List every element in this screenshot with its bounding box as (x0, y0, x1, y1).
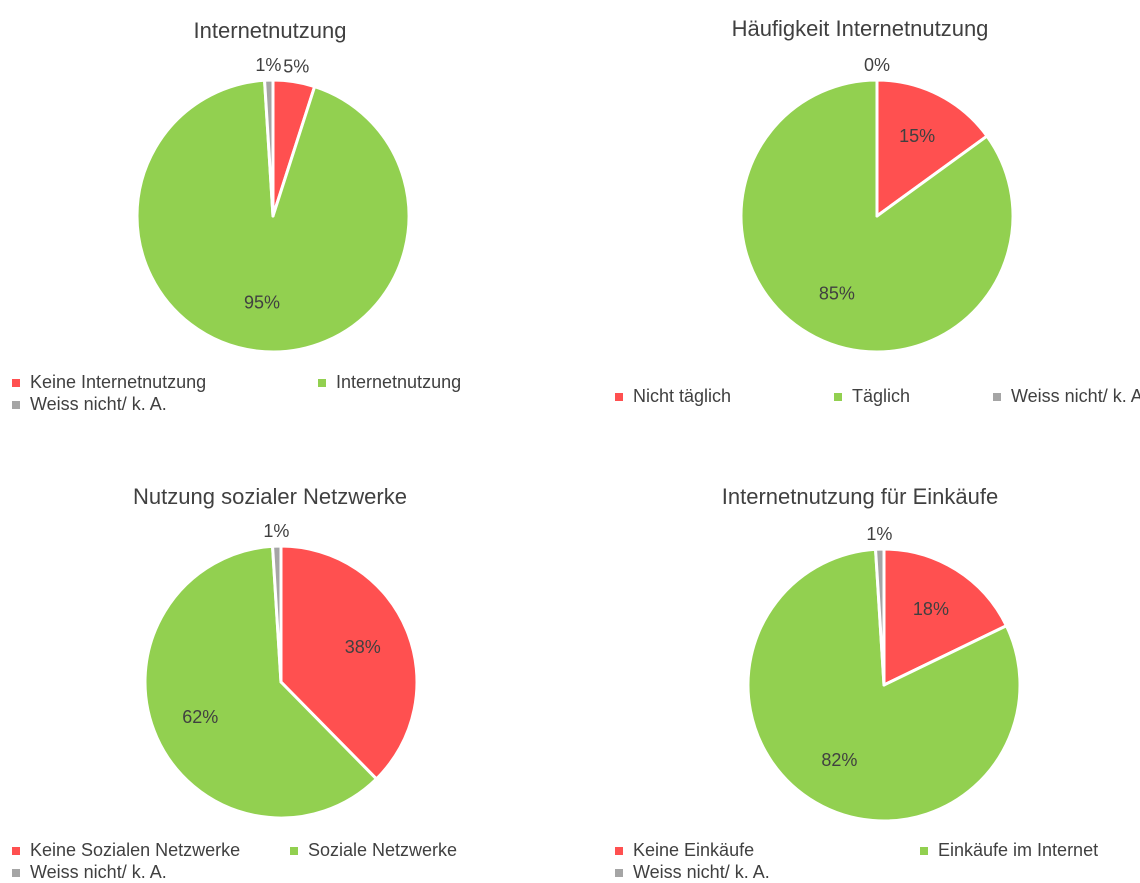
pie-slice (875, 78, 989, 218)
legend-swatch (615, 393, 623, 401)
chart-title: Häufigkeit Internetnutzung (732, 16, 989, 41)
legend-label: Weiss nicht/ k. A. (30, 862, 167, 882)
legend-label: Keine Internetnutzung (30, 372, 206, 392)
pie-slice (263, 78, 275, 218)
data-label: 18% (913, 599, 949, 619)
pie-slice (882, 547, 1008, 687)
data-label: 95% (244, 292, 280, 312)
legend-swatch (12, 869, 20, 877)
legend-swatch (12, 379, 20, 387)
data-label: 1% (255, 55, 281, 75)
data-label: 62% (182, 707, 218, 727)
pie-slice (271, 544, 283, 684)
legend-label: Keine Einkäufe (633, 840, 754, 860)
legend-label: Weiss nicht/ k. A. (1011, 386, 1140, 406)
pie-slice (279, 544, 419, 781)
legend-swatch (318, 379, 326, 387)
chart-title: Internetnutzung (194, 18, 347, 43)
data-label: 1% (866, 524, 892, 544)
data-label: 15% (899, 126, 935, 146)
legend-label: Internetnutzung (336, 372, 461, 392)
chart-title: Internetnutzung für Einkäufe (722, 484, 998, 509)
legend-swatch (834, 393, 842, 401)
legend-label: Soziale Netzwerke (308, 840, 457, 860)
data-label: 0% (864, 55, 890, 75)
legend-swatch (993, 393, 1001, 401)
legend-swatch (12, 847, 20, 855)
legend-label: Keine Sozialen Netzwerke (30, 840, 240, 860)
legend-label: Einkäufe im Internet (938, 840, 1098, 860)
legend-swatch (615, 847, 623, 855)
legend-label: Nicht täglich (633, 386, 731, 406)
pie-slice (874, 547, 886, 687)
legend-label: Täglich (852, 386, 910, 406)
data-label: 1% (263, 521, 289, 541)
data-label: 5% (283, 57, 309, 77)
data-label: 85% (819, 284, 855, 304)
legend-swatch (615, 869, 623, 877)
legend-label: Weiss nicht/ k. A. (633, 862, 770, 882)
data-label: 38% (345, 637, 381, 657)
chart-title: Nutzung sozialer Netzwerke (133, 484, 407, 509)
data-label: 82% (821, 750, 857, 770)
pie-slice (143, 544, 378, 820)
legend-swatch (920, 847, 928, 855)
legend-swatch (290, 847, 298, 855)
legend-swatch (12, 401, 20, 409)
legend-label: Weiss nicht/ k. A. (30, 394, 167, 414)
